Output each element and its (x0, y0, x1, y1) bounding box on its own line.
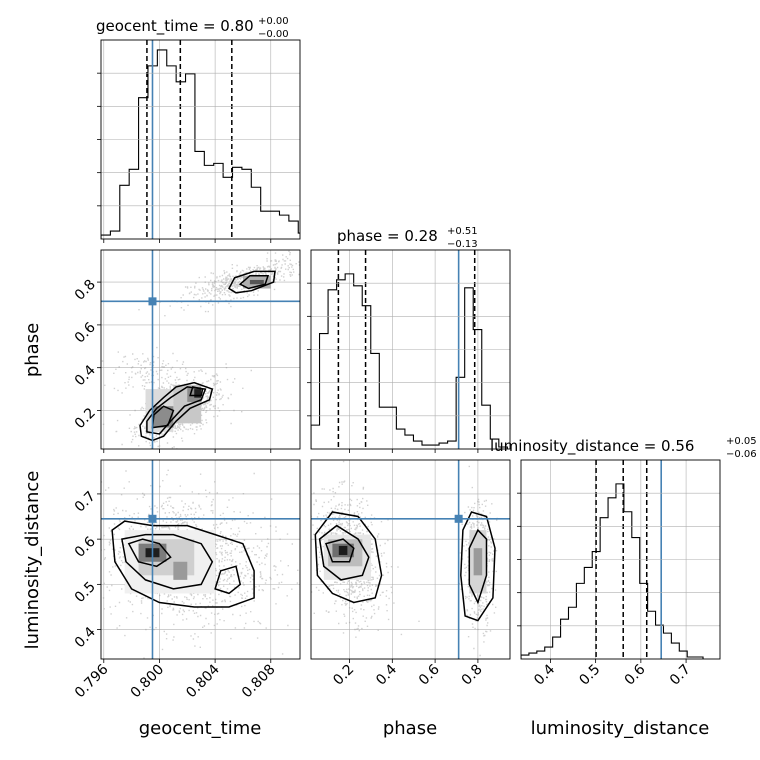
title-phase-main: phase = 0.28 (337, 227, 438, 245)
scatter-phase-vs-geocent-time-yticklabel-3: 0.8 (72, 277, 99, 304)
title-geocent-time-main: geocent_time = 0.80 (96, 17, 254, 36)
scatter-luminosity-distance-vs-geocent-time-yticklabel-2: 0.6 (72, 534, 99, 561)
panels: 0.20.40.60.80.796 0.800 0.804 0.8080.40.50.… (72, 39, 721, 702)
hist-luminosity-distance-border (520, 459, 721, 660)
scatter-luminosity-distance-vs-phase-area (311, 460, 510, 659)
scatter-luminosity-distance-vs-geocent-time-xticklabel-1: 0.800 (128, 662, 168, 702)
title-geocent-time-sub: −0.00 (258, 29, 289, 40)
scatter-phase-vs-geocent-time-area (101, 250, 300, 449)
ylabel-phase: phase (22, 323, 43, 377)
title-phase: phase = 0.28 +0.51 −0.13 (337, 226, 478, 250)
hist-luminosity-distance-xticklabel-2: 0.6 (622, 661, 649, 688)
scatter-phase-vs-geocent-time: 0.2 0.4 0.6 0.8 (72, 249, 301, 453)
scatter-luminosity-distance-vs-geocent-time-xticklabel-3: 0.808 (239, 662, 279, 702)
hist-luminosity-distance: 0.4 0.5 0.6 0.7 (517, 459, 721, 689)
title-geocent-time: geocent_time = 0.80 +0.00 −0.00 (96, 16, 289, 40)
scatter-luminosity-distance-vs-phase-contour-right-inner (468, 528, 488, 605)
title-luminosity-distance-sup: +0.05 (726, 436, 757, 447)
hist-phase-border (310, 249, 511, 450)
xlabel-geocent-time: geocent_time (139, 718, 262, 739)
hist-luminosity-distance-xticklabel-1: 0.5 (576, 662, 603, 689)
scatter-luminosity-distance-vs-geocent-time-density-4 (173, 561, 188, 580)
scatter-phase-vs-geocent-time-density-6 (249, 279, 264, 285)
scatter-phase-vs-geocent-time-contour-inner-b (189, 386, 204, 397)
scatter-luminosity-distance-vs-geocent-time: 0.796 0.800 0.804 0.808 0.4 0.5 0.6 0.7 (72, 459, 301, 702)
scatter-phase-vs-geocent-time-yticklabel-0: 0.2 (72, 405, 99, 432)
scatter-luminosity-distance-vs-phase-contour-right-outer (460, 511, 496, 622)
scatter-luminosity-distance-vs-geocent-time-xticklabel-0: 0.796 (72, 661, 112, 701)
scatter-luminosity-distance-vs-phase-contour-mid (318, 524, 370, 581)
scatter-phase-vs-geocent-time-contour-upper-outer (228, 270, 276, 294)
title-luminosity-distance-main: luminosity_distance = 0.56 (490, 437, 694, 456)
scatter-luminosity-distance-vs-phase-border (310, 459, 511, 660)
xlabel-phase: phase (383, 718, 437, 739)
scatter-luminosity-distance-vs-geocent-time-border (100, 459, 301, 660)
scatter-luminosity-distance-vs-geocent-time-area (101, 460, 300, 659)
hist-luminosity-distance-xticklabel-0: 0.4 (531, 661, 558, 688)
hist-luminosity-distance-histogram (521, 483, 704, 659)
title-luminosity-distance: luminosity_distance = 0.56 +0.05 −0.06 (490, 436, 757, 460)
scatter-luminosity-distance-vs-geocent-time-contour-mid (121, 533, 214, 590)
scatter-luminosity-distance-vs-geocent-time-contour-outer (111, 520, 255, 608)
scatter-luminosity-distance-vs-geocent-time-contour-side (214, 565, 242, 595)
hist-geocent-time (97, 39, 301, 243)
scatter-phase-vs-geocent-time-contour-inner-a (151, 405, 175, 429)
scatter-luminosity-distance-vs-phase-density-3 (338, 545, 348, 555)
scatter-phase-vs-geocent-time-yticklabel-1: 0.4 (72, 362, 99, 389)
scatter-luminosity-distance-vs-phase-contour-outer (314, 511, 383, 604)
scatter-phase-vs-geocent-time-density-4 (194, 389, 202, 398)
hist-luminosity-distance-xticklabel-3: 0.7 (667, 662, 694, 689)
hist-geocent-time-histogram (101, 49, 300, 239)
ylabel-luminosity-distance: luminosity_distance (22, 471, 43, 650)
scatter-phase-vs-geocent-time-contour-upper-inner (238, 274, 270, 290)
scatter-luminosity-distance-vs-geocent-time-contour-inner (127, 538, 172, 568)
xlabel-luminosity-distance: luminosity_distance (531, 718, 710, 739)
scatter-luminosity-distance-vs-phase: 0.2 0.4 0.6 0.8 (310, 459, 511, 689)
title-luminosity-distance-sub: −0.06 (726, 449, 757, 460)
hist-phase (307, 249, 511, 453)
title-geocent-time-sup: +0.00 (258, 16, 289, 27)
scatter-luminosity-distance-vs-phase-truth-marker (454, 514, 463, 523)
scatter-luminosity-distance-vs-phase-xticklabel-1: 0.4 (373, 661, 400, 688)
scatter-luminosity-distance-vs-phase-density-5 (473, 548, 483, 576)
scatter-luminosity-distance-vs-phase-xticklabel-0: 0.2 (330, 662, 357, 689)
scatter-luminosity-distance-vs-geocent-time-yticklabel-3: 0.7 (72, 488, 99, 515)
scatter-phase-vs-geocent-time-contour-outer (139, 381, 214, 442)
hist-phase-histogram (311, 273, 508, 449)
scatter-phase-vs-geocent-time-truth-marker (148, 297, 157, 306)
scatter-luminosity-distance-vs-phase-xticklabel-3: 0.8 (459, 662, 486, 689)
scatter-phase-vs-geocent-time-border (100, 249, 301, 450)
scatter-phase-vs-geocent-time-scatter (101, 250, 300, 449)
scatter-luminosity-distance-vs-phase-contour-inner (325, 538, 355, 563)
scatter-phase-vs-geocent-time-yticklabel-2: 0.6 (72, 319, 99, 346)
title-phase-sup: +0.51 (447, 226, 478, 237)
scatter-luminosity-distance-vs-geocent-time-truth-marker (148, 514, 157, 523)
scatter-luminosity-distance-vs-geocent-time-xticklabel-2: 0.804 (183, 661, 223, 701)
hist-geocent-time-border (100, 39, 301, 240)
scatter-luminosity-distance-vs-geocent-time-yticklabel-0: 0.4 (72, 624, 99, 651)
scatter-luminosity-distance-vs-phase-xticklabel-2: 0.6 (416, 661, 443, 688)
title-phase-sub: −0.13 (447, 239, 478, 250)
scatter-luminosity-distance-vs-geocent-time-yticklabel-1: 0.5 (72, 579, 99, 606)
